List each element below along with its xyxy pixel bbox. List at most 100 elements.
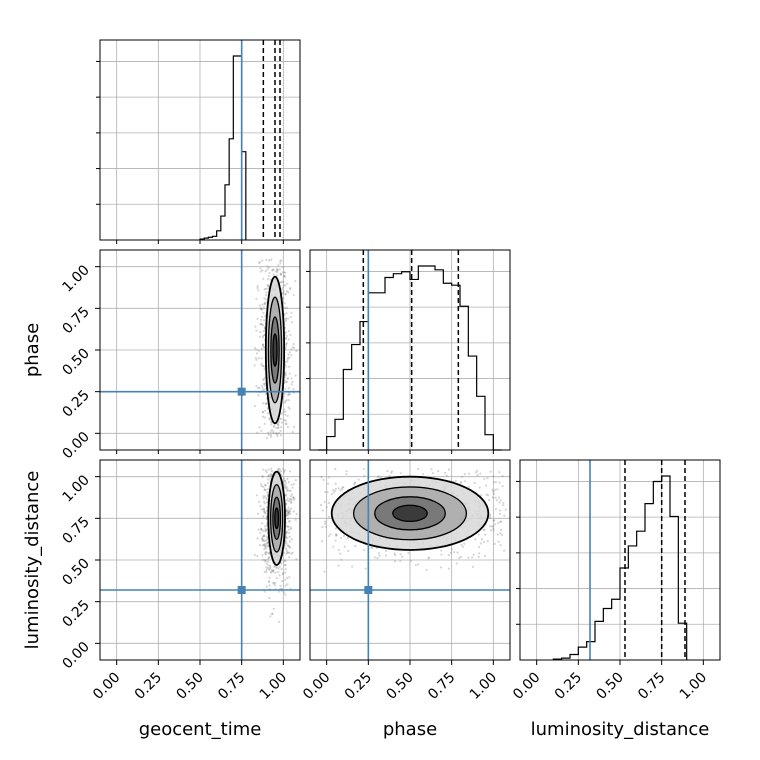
scatter-point — [283, 401, 286, 404]
scatter-point — [288, 531, 291, 534]
scatter-point — [334, 482, 337, 485]
scatter-point — [281, 579, 284, 583]
scatter-point — [373, 556, 376, 559]
scatter-point — [283, 469, 287, 472]
scatter-point — [379, 476, 382, 479]
scatter-point — [265, 501, 269, 504]
scatter-point — [322, 478, 325, 481]
scatter-point — [482, 528, 485, 532]
scatter-point — [339, 536, 343, 540]
scatter-point — [493, 519, 496, 522]
scatter-point — [327, 482, 330, 485]
scatter-point — [371, 546, 374, 550]
scatter-point — [286, 377, 289, 380]
scatter-point — [486, 540, 489, 543]
scatter-point — [324, 490, 327, 494]
scatter-point — [265, 585, 268, 588]
scatter-point — [268, 556, 271, 559]
scatter-point — [286, 489, 289, 492]
scatter-point — [323, 570, 326, 573]
scatter-point — [284, 400, 287, 403]
scatter-point — [290, 354, 293, 357]
density-contour-3 — [272, 333, 278, 367]
scatter-point — [483, 528, 486, 531]
scatter-point — [280, 425, 283, 429]
scatter-point — [265, 258, 268, 261]
scatter-point — [253, 404, 257, 408]
scatter-point — [292, 346, 296, 350]
scatter-point — [287, 329, 290, 333]
scatter-point — [268, 568, 271, 571]
scatter-point — [286, 488, 289, 491]
scatter-point — [258, 261, 261, 264]
scatter-point — [285, 536, 289, 540]
scatter-point — [444, 471, 447, 474]
scatter-point — [255, 352, 259, 355]
scatter-point — [473, 481, 476, 484]
scatter-point — [272, 268, 275, 271]
scatter-point — [291, 486, 294, 489]
scatter-point — [285, 552, 288, 555]
scatter-point — [285, 493, 288, 496]
scatter-point — [266, 278, 269, 281]
scatter-point — [288, 576, 291, 579]
scatter-point — [260, 307, 263, 310]
scatter-point — [489, 470, 492, 473]
scatter-point — [254, 356, 257, 360]
scatter-point — [292, 483, 296, 486]
scatter-point — [284, 559, 287, 562]
scatter-point — [494, 496, 497, 499]
truth-marker — [237, 586, 246, 594]
scatter-point — [284, 578, 287, 581]
scatter-point — [262, 305, 265, 309]
scatter-point — [265, 528, 268, 531]
scatter-point — [289, 333, 292, 336]
scatter-point — [287, 512, 290, 515]
scatter-point — [285, 341, 288, 345]
scatter-point — [294, 518, 297, 521]
scatter-point — [277, 467, 280, 470]
scatter-point — [273, 584, 277, 587]
scatter-point — [284, 410, 287, 413]
scatter-point — [292, 496, 295, 499]
scatter-point — [275, 274, 278, 277]
scatter-point — [414, 563, 417, 567]
scatter-point — [266, 482, 270, 485]
scatter-point — [265, 571, 268, 574]
scatter-point — [480, 537, 484, 541]
scatter-point — [261, 475, 264, 478]
scatter-point — [261, 303, 264, 306]
scatter-point — [253, 346, 256, 350]
scatter-point — [327, 535, 331, 538]
scatter-point — [467, 485, 471, 488]
scatter-point — [285, 334, 288, 338]
scatter-point — [258, 335, 262, 338]
scatter-point — [461, 545, 465, 548]
scatter-point — [447, 567, 450, 570]
scatter-point — [489, 525, 492, 528]
scatter-point — [259, 544, 262, 547]
scatter-point — [287, 544, 290, 548]
scatter-point — [269, 570, 272, 574]
scatter-point — [257, 512, 260, 515]
scatter-point — [284, 484, 287, 487]
scatter-point — [284, 413, 287, 416]
scatter-point — [264, 542, 267, 546]
scatter-point — [286, 393, 290, 397]
scatter-point — [362, 467, 365, 471]
scatter-point — [264, 527, 267, 531]
scatter-point — [259, 323, 262, 326]
scatter-point — [269, 433, 273, 437]
scatter-point — [279, 470, 283, 473]
scatter-point — [269, 477, 272, 480]
scatter-point — [499, 528, 503, 532]
scatter-point — [289, 546, 292, 549]
scatter-point — [267, 266, 271, 269]
scatter-point — [421, 473, 425, 476]
scatter-point — [262, 529, 265, 532]
scatter-point — [498, 471, 501, 474]
scatter-point — [286, 513, 289, 516]
scatter-point — [385, 549, 388, 552]
scatter-point — [285, 312, 288, 315]
x-axis-label-luminosity_distance: luminosity_distance — [531, 719, 710, 740]
